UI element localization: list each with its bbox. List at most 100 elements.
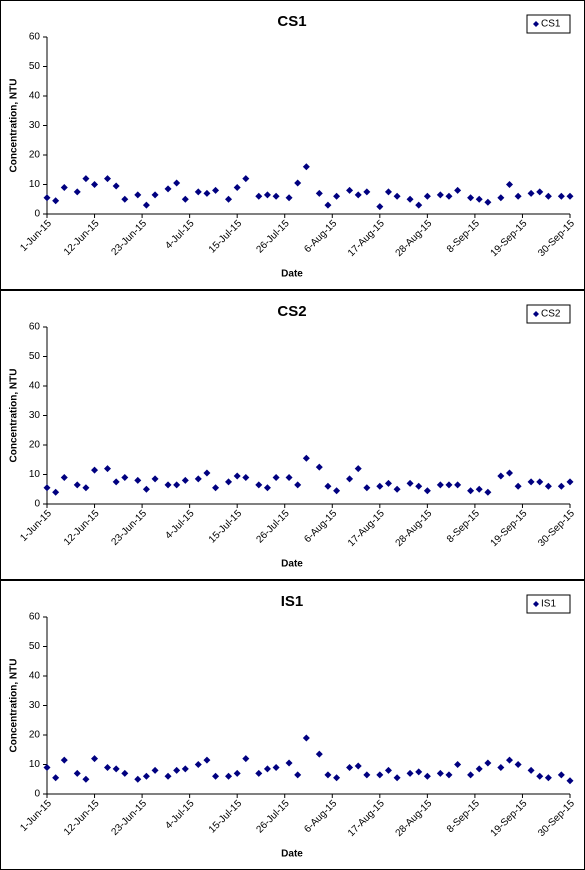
data-point — [134, 476, 142, 484]
data-point — [104, 465, 112, 473]
data-point — [467, 487, 475, 495]
data-point — [151, 475, 159, 483]
data-point — [263, 484, 271, 492]
data-point — [112, 182, 120, 190]
x-axis-title: Date — [281, 849, 303, 860]
panel-border — [0, 580, 585, 870]
data-point — [212, 484, 220, 492]
data-point — [73, 481, 81, 489]
data-point — [82, 175, 90, 183]
data-point — [544, 192, 552, 200]
data-point — [454, 761, 462, 768]
data-point — [384, 188, 392, 196]
data-point — [302, 163, 310, 171]
data-point — [82, 775, 90, 783]
data-point — [255, 192, 263, 200]
data-point — [445, 192, 453, 200]
data-point — [324, 482, 332, 490]
legend-marker — [533, 311, 539, 317]
x-axis-title: Date — [281, 269, 303, 280]
y-tick-label: 0 — [34, 209, 40, 220]
data-point — [406, 479, 414, 487]
data-point — [363, 771, 371, 779]
legend-label: IS1 — [541, 599, 556, 610]
data-point — [527, 766, 535, 774]
data-point — [225, 195, 233, 203]
data-point — [406, 195, 414, 203]
panel-border — [0, 290, 585, 580]
data-point — [376, 203, 384, 211]
data-point — [181, 765, 189, 773]
y-tick-label: 0 — [34, 789, 40, 800]
data-point — [566, 192, 574, 200]
data-point — [142, 201, 150, 209]
data-point — [142, 485, 150, 493]
data-point — [315, 463, 323, 471]
data-point — [181, 476, 189, 484]
chart-title: CS2 — [277, 303, 306, 320]
data-point — [393, 774, 401, 782]
data-point — [436, 769, 444, 777]
data-point — [173, 179, 181, 187]
data-point — [333, 192, 341, 200]
data-point — [363, 188, 371, 196]
data-point — [52, 197, 60, 205]
data-point — [445, 481, 453, 489]
data-point — [52, 488, 60, 496]
data-point — [415, 768, 423, 776]
data-point — [91, 466, 99, 474]
y-axis-title: Concentration, NTU — [9, 79, 20, 173]
data-point — [164, 481, 172, 489]
data-point — [173, 481, 181, 489]
data-point — [194, 475, 202, 483]
data-point — [225, 478, 233, 486]
data-point — [527, 478, 535, 486]
y-tick-label: 10 — [29, 179, 41, 190]
data-point — [475, 765, 483, 773]
y-tick-label: 30 — [29, 700, 41, 711]
data-point — [406, 769, 414, 777]
data-point — [514, 761, 522, 768]
y-tick-label: 50 — [29, 641, 41, 652]
data-point — [121, 195, 129, 203]
data-point — [346, 475, 354, 483]
data-point — [285, 473, 293, 481]
data-point — [393, 192, 401, 200]
data-point — [445, 771, 453, 779]
y-axis-title: Concentration, NTU — [9, 369, 20, 463]
data-point — [505, 756, 513, 764]
data-point — [203, 189, 211, 197]
data-point — [82, 484, 90, 492]
data-point — [475, 485, 483, 493]
data-point — [60, 183, 68, 191]
data-point — [333, 774, 341, 782]
data-point — [91, 755, 99, 763]
data-point — [225, 772, 233, 780]
y-tick-label: 60 — [29, 32, 41, 43]
data-point — [242, 473, 250, 481]
data-point — [212, 772, 220, 780]
data-point — [203, 756, 211, 764]
data-point — [112, 765, 120, 773]
data-point — [346, 186, 354, 194]
data-point — [272, 473, 280, 481]
data-point — [376, 771, 384, 779]
data-point — [315, 750, 323, 758]
data-point — [536, 772, 544, 780]
data-point — [497, 194, 505, 202]
data-point — [121, 473, 129, 481]
data-point — [566, 777, 574, 785]
data-point — [255, 481, 263, 489]
data-point — [233, 183, 241, 191]
data-point — [151, 191, 159, 199]
data-point — [142, 772, 150, 780]
y-tick-label: 20 — [29, 440, 41, 451]
data-point — [497, 763, 505, 771]
data-point — [73, 188, 81, 196]
data-point — [376, 482, 384, 490]
y-tick-label: 40 — [29, 381, 41, 392]
data-point — [233, 769, 241, 777]
chart-title: IS1 — [281, 593, 304, 610]
data-point — [43, 484, 51, 492]
